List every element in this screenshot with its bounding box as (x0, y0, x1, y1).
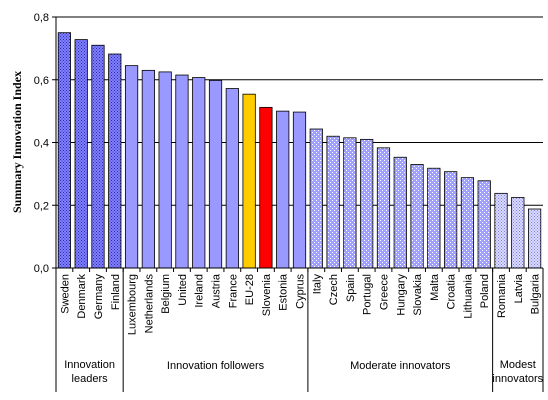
x-tick-label: Latvia (513, 273, 525, 303)
bar-czech (326, 135, 340, 269)
x-tick-label: Portugal (362, 274, 374, 315)
y-tick-label: 0,0 (34, 263, 49, 275)
x-tick-label: Germany (93, 274, 105, 320)
x-tick-label: Greece (378, 274, 390, 310)
x-tick-label: Netherlands (143, 274, 155, 334)
bar-poland (477, 180, 491, 269)
bar-spain (343, 137, 357, 269)
x-tick-label: Spain (345, 274, 357, 302)
x-tick-label: Finland (110, 274, 122, 310)
group-label: Innovation followers (167, 360, 265, 372)
x-tick-label: Malta (429, 273, 441, 301)
bar-france (225, 88, 239, 269)
bar-romania (494, 192, 508, 269)
group-label: Innovation leaders (64, 359, 115, 385)
y-tick-label: 0,8 (34, 12, 49, 24)
x-tick-label: Estonia (278, 273, 290, 311)
bar-austria (208, 79, 223, 269)
group-label: Moderate innovators (350, 360, 451, 372)
group-label: Modest innovators (492, 359, 543, 385)
x-tick-label: Denmark (76, 274, 88, 319)
bar-united (175, 74, 189, 269)
bar-lithuania (460, 177, 475, 269)
bar-sweden (57, 32, 72, 269)
bar-slovakia (410, 164, 424, 269)
group-labels: Innovation leaders Innovation followers Mod… (64, 359, 543, 385)
bar-italy (309, 128, 323, 269)
bar-slovenia (259, 106, 273, 269)
bar-belgium (158, 71, 172, 269)
x-tick-label: Romania (496, 273, 508, 318)
bar-denmark (74, 39, 88, 269)
bar-bulgaria (528, 208, 542, 269)
y-tick-label: 0,4 (34, 138, 49, 150)
x-tick-label: Ireland (194, 274, 206, 308)
x-tick-label: Luxembourg (127, 274, 139, 335)
x-tick-label: France (227, 274, 239, 308)
bars (57, 32, 542, 269)
x-tick-label: Austria (211, 273, 223, 308)
x-tick-label: Slovenia (261, 273, 273, 316)
bar-malta (427, 167, 441, 269)
y-tick-labels: 0,0 0,2 0,4 0,6 0,8 (34, 12, 49, 275)
x-tick-labels: Sweden Denmark Germany Finland Luxembourg Net… (59, 273, 541, 335)
bar-luxembourg (124, 65, 139, 269)
bar-eu-28 (242, 93, 256, 269)
bar-portugal (360, 138, 374, 269)
bar-greece (376, 147, 391, 269)
x-tick-label: United (177, 274, 189, 306)
bar-netherlands (141, 69, 155, 269)
x-tick-label: Italy (311, 274, 323, 295)
y-tick-label: 0,6 (34, 75, 49, 87)
x-tick-label: Cyprus (295, 274, 307, 309)
x-tick-label: Croatia (446, 273, 458, 309)
x-tick-label: Slovakia (412, 273, 424, 315)
x-tick-label: Belgium (160, 274, 172, 314)
x-tick-label: Bulgaria (530, 273, 542, 314)
x-tick-label: Poland (479, 274, 491, 308)
bar-germany (91, 44, 105, 269)
bar-estonia (276, 110, 290, 269)
x-tick-label: Lithuania (462, 273, 474, 319)
bar-hungary (393, 156, 407, 269)
bar-ireland (192, 77, 206, 269)
axes (52, 16, 544, 392)
bar-finland (108, 53, 122, 269)
y-axis-label: Summary Innovation Index (10, 71, 24, 213)
x-tick-label: Sweden (59, 274, 71, 314)
bar-croatia (444, 171, 458, 269)
y-tick-label: 0,2 (34, 200, 49, 212)
x-tick-label: Czech (328, 274, 340, 305)
bar-cyprus (292, 111, 307, 269)
x-tick-label: EU-28 (244, 274, 256, 305)
x-tick-label: Hungary (395, 274, 407, 316)
bar-latvia (511, 197, 525, 269)
